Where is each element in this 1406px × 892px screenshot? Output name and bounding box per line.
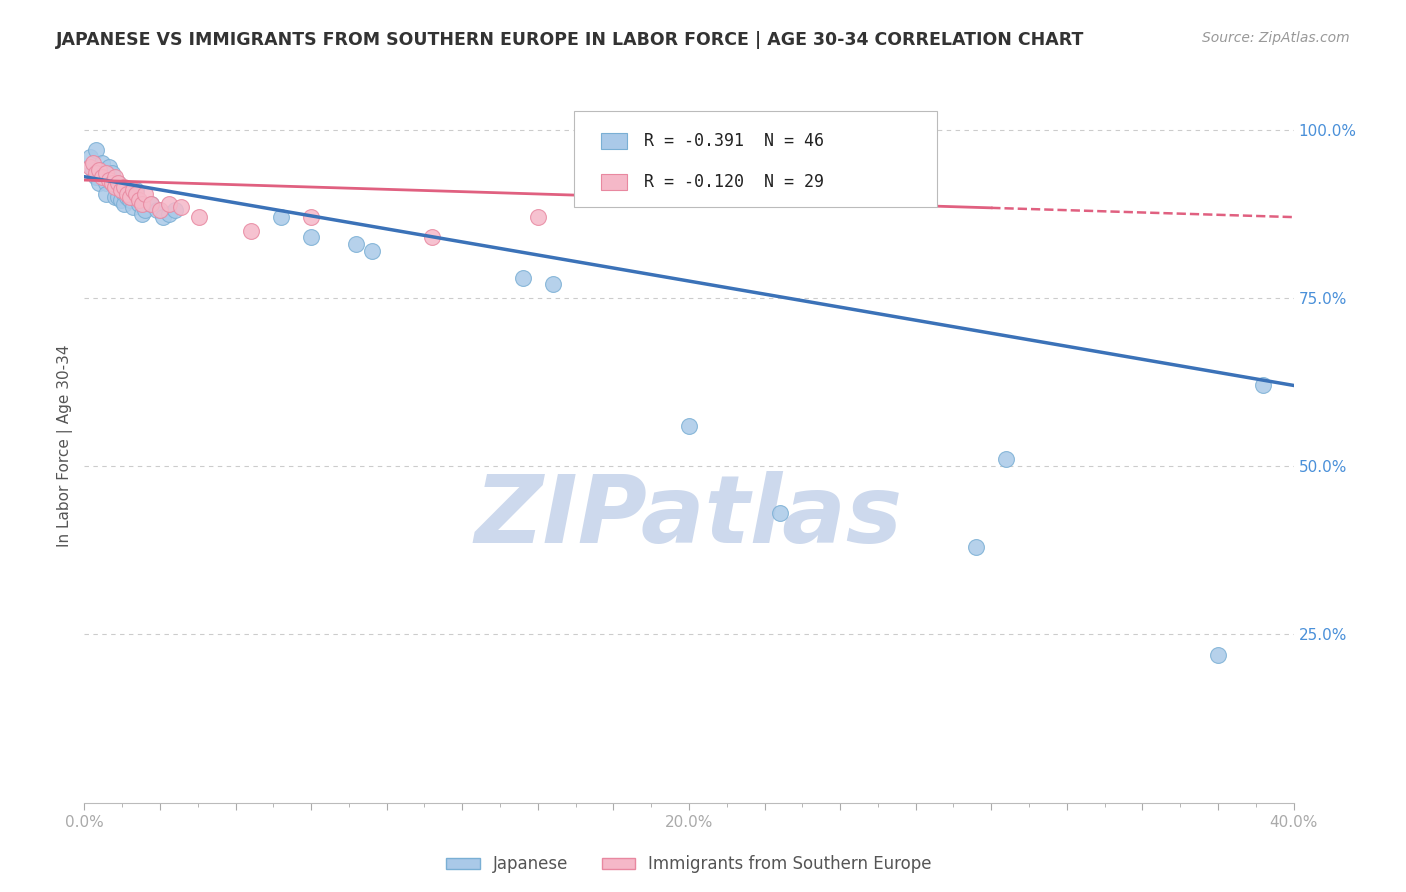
Point	[541, 277, 564, 292]
Point	[100, 166, 122, 180]
Point	[115, 190, 138, 204]
Point	[94, 166, 117, 180]
Point	[110, 183, 132, 197]
Point	[139, 196, 162, 211]
Point	[94, 166, 117, 180]
FancyBboxPatch shape	[600, 133, 627, 149]
Point	[149, 203, 172, 218]
Point	[128, 194, 150, 208]
Point	[100, 177, 122, 191]
Point	[527, 210, 550, 224]
Text: JAPANESE VS IMMIGRANTS FROM SOUTHERN EUROPE IN LABOR FORCE | AGE 30-34 CORRELATI: JAPANESE VS IMMIGRANTS FROM SOUTHERN EUR…	[56, 31, 1084, 49]
Point	[79, 160, 101, 174]
Point	[360, 244, 382, 258]
Point	[346, 237, 368, 252]
Point	[128, 196, 150, 211]
Point	[112, 186, 135, 201]
Point	[965, 540, 987, 554]
Point	[89, 177, 111, 191]
Point	[104, 190, 127, 204]
Point	[79, 149, 101, 163]
Point	[100, 177, 122, 191]
Point	[239, 223, 262, 237]
Point	[420, 230, 443, 244]
Point	[125, 183, 148, 197]
Point	[1253, 378, 1275, 392]
Point	[89, 163, 111, 178]
Point	[139, 196, 162, 211]
Point	[107, 177, 129, 191]
FancyBboxPatch shape	[600, 174, 627, 190]
Text: R = -0.120  N = 29: R = -0.120 N = 29	[644, 173, 824, 191]
Point	[188, 210, 211, 224]
Point	[299, 210, 322, 224]
Point	[91, 163, 114, 178]
Point	[299, 230, 322, 244]
Legend: Japanese, Immigrants from Southern Europe: Japanese, Immigrants from Southern Europ…	[440, 849, 938, 880]
Text: Source: ZipAtlas.com: Source: ZipAtlas.com	[1202, 31, 1350, 45]
Point	[678, 418, 700, 433]
Point	[134, 186, 156, 201]
Point	[118, 194, 141, 208]
Point	[157, 196, 180, 211]
Point	[110, 183, 132, 197]
Point	[170, 200, 193, 214]
Point	[104, 179, 127, 194]
Point	[94, 186, 117, 201]
Point	[86, 143, 108, 157]
Point	[97, 173, 120, 187]
Point	[112, 196, 135, 211]
Point	[86, 169, 108, 184]
Point	[112, 179, 135, 194]
Point	[91, 169, 114, 184]
Point	[110, 194, 132, 208]
Point	[104, 179, 127, 194]
Point	[152, 210, 174, 224]
Point	[131, 207, 153, 221]
Text: ZIPatlas: ZIPatlas	[475, 471, 903, 564]
Point	[270, 210, 292, 224]
Point	[82, 156, 104, 170]
Point	[121, 183, 143, 197]
Point	[512, 270, 534, 285]
Point	[86, 166, 108, 180]
Point	[769, 506, 792, 520]
Point	[118, 190, 141, 204]
Point	[125, 186, 148, 201]
Point	[1206, 648, 1229, 662]
Point	[115, 186, 138, 201]
FancyBboxPatch shape	[574, 111, 936, 207]
Text: R = -0.391  N = 46: R = -0.391 N = 46	[644, 132, 824, 150]
Point	[82, 163, 104, 178]
Point	[995, 452, 1018, 467]
Point	[107, 190, 129, 204]
Point	[131, 196, 153, 211]
Point	[94, 177, 117, 191]
Point	[146, 203, 169, 218]
Point	[97, 160, 120, 174]
Point	[165, 203, 187, 218]
Point	[134, 203, 156, 218]
Point	[157, 207, 180, 221]
Point	[104, 169, 127, 184]
Y-axis label: In Labor Force | Age 30-34: In Labor Force | Age 30-34	[58, 344, 73, 548]
Point	[91, 156, 114, 170]
Point	[121, 200, 143, 214]
Point	[107, 177, 129, 191]
Point	[97, 169, 120, 184]
